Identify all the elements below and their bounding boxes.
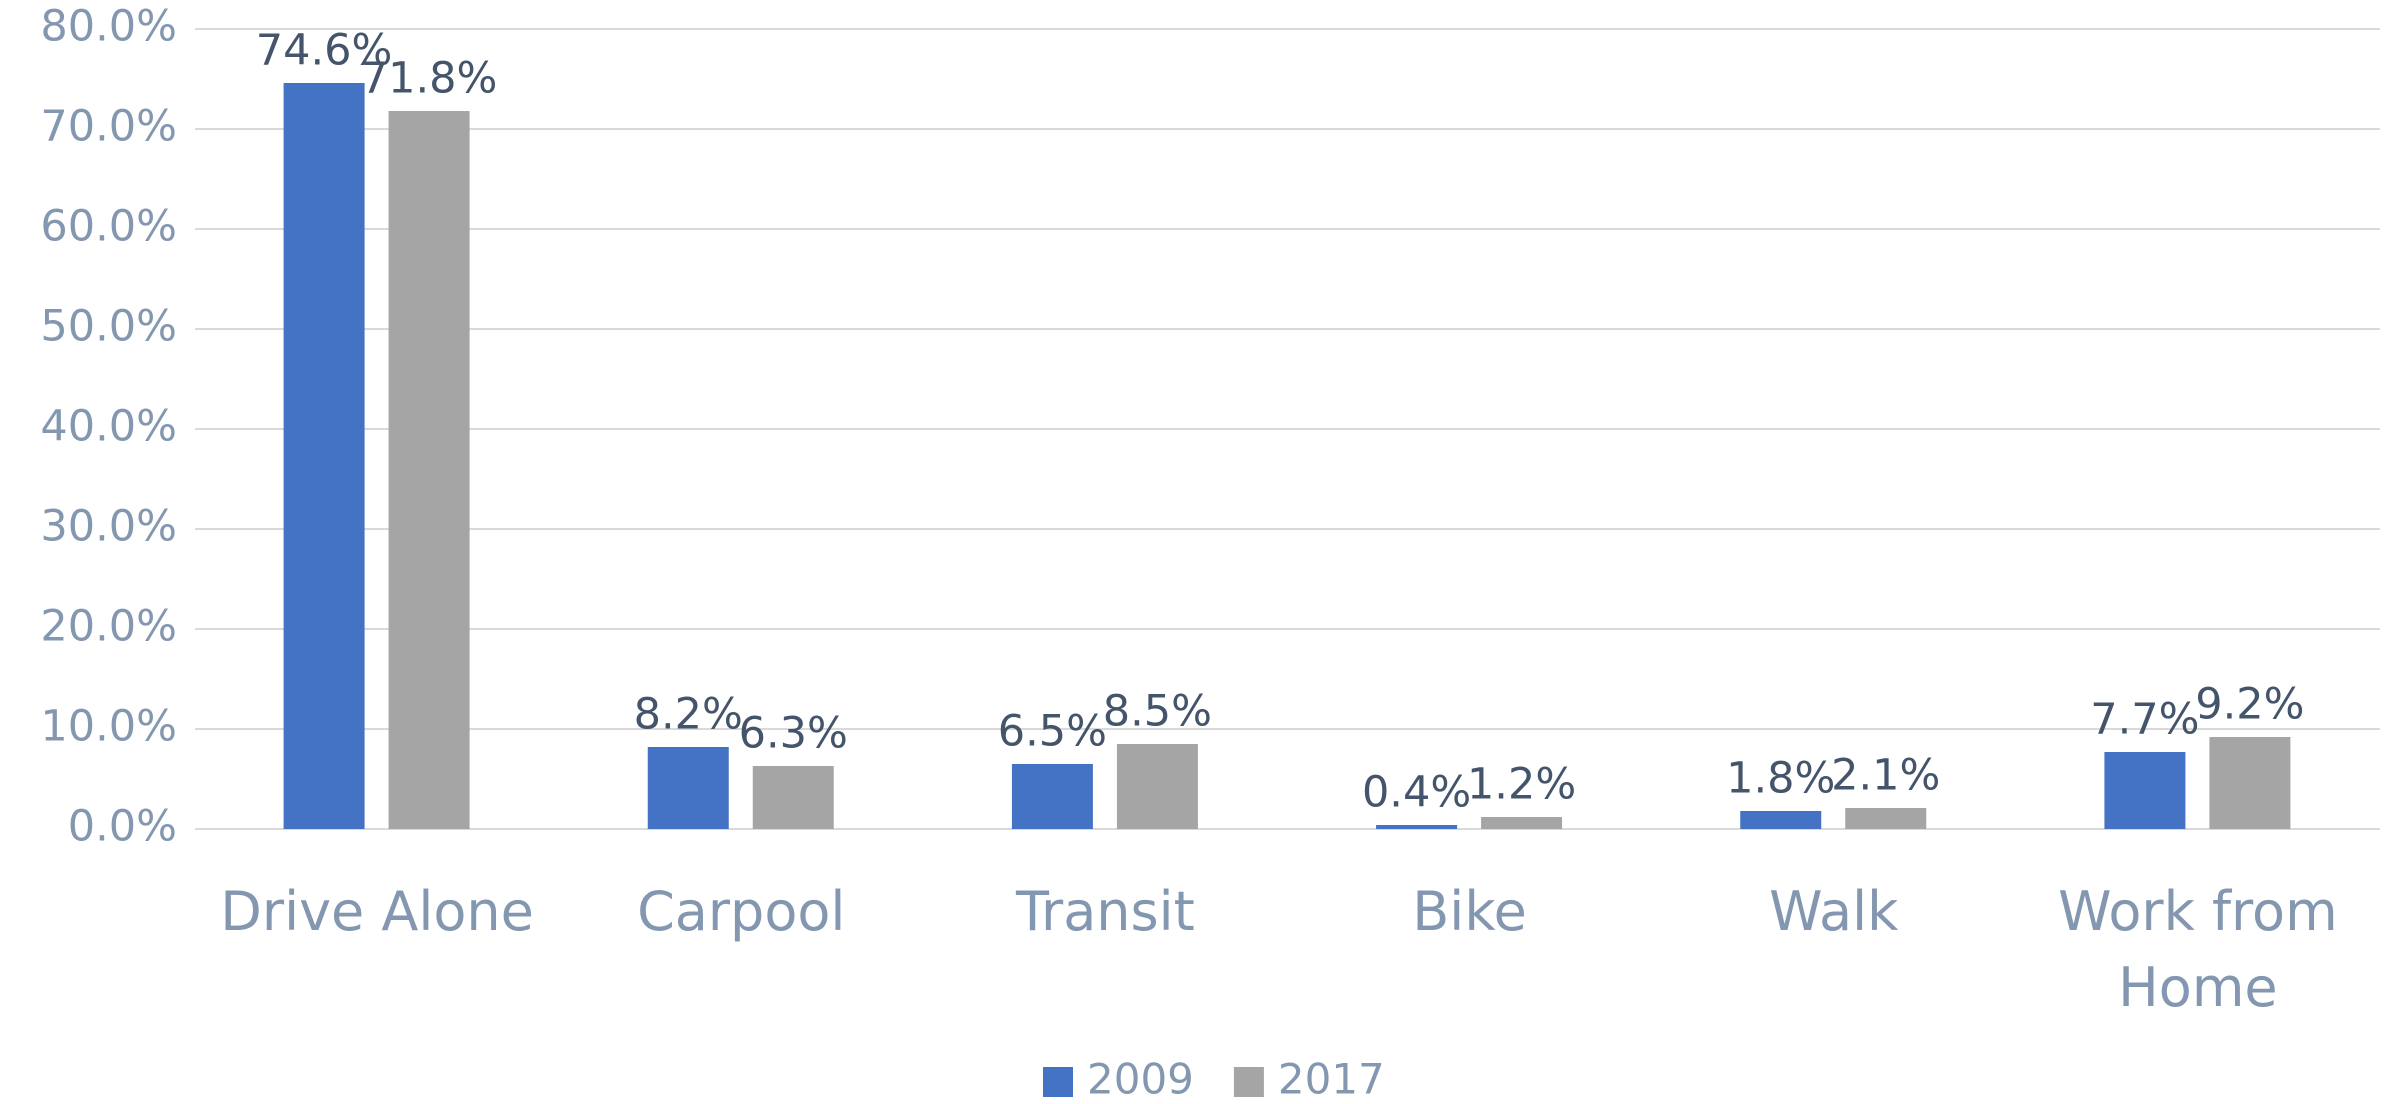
bar [2209, 737, 2291, 829]
data-label: 8.5% [1103, 687, 1212, 737]
y-tick-label: 10.0% [40, 702, 177, 752]
y-tick-label: 0.0% [68, 802, 177, 852]
x-tick-label: Carpool [637, 880, 846, 943]
x-tick-label: Bike [1412, 880, 1527, 943]
bar [283, 83, 365, 829]
bar [1845, 808, 1927, 829]
y-tick-label: 50.0% [40, 302, 177, 352]
y-tick-label: 40.0% [40, 402, 177, 452]
x-tick-label: Walk [1769, 880, 1899, 943]
bar [2104, 752, 2186, 829]
y-tick-label: 30.0% [40, 502, 177, 552]
data-label: 71.8% [361, 54, 498, 104]
bar [1740, 811, 1822, 829]
bar [1116, 744, 1198, 829]
x-tick-label: Transit [1015, 880, 1195, 943]
legend-swatch [1233, 1067, 1264, 1097]
bar [388, 111, 470, 829]
x-tick-label: Drive Alone [220, 880, 534, 943]
data-label: 6.3% [739, 709, 848, 759]
legend-swatch [1043, 1067, 1073, 1097]
data-label: 74.6% [256, 26, 393, 76]
y-tick-label: 70.0% [40, 102, 177, 152]
x-tick-label: Work from Home [2058, 880, 2338, 1019]
data-label: 1.8% [1726, 754, 1835, 804]
bar [647, 747, 729, 829]
bar [1481, 817, 1563, 829]
legend-label: 2009 [1087, 1055, 1194, 1104]
legend-label: 2017 [1278, 1055, 1385, 1104]
data-label: 7.7% [2090, 695, 2199, 745]
y-tick-label: 60.0% [40, 202, 177, 252]
data-label: 0.4% [1362, 768, 1471, 818]
data-label: 6.5% [998, 707, 1107, 757]
bar [1011, 764, 1093, 829]
bar [1376, 825, 1458, 829]
data-label: 1.2% [1467, 760, 1576, 810]
bar [752, 766, 834, 829]
y-tick-label: 20.0% [40, 602, 177, 652]
data-label: 2.1% [1831, 751, 1940, 801]
y-tick-label: 80.0% [40, 2, 177, 52]
data-label: 8.2% [634, 690, 743, 740]
data-label: 9.2% [2195, 680, 2304, 730]
